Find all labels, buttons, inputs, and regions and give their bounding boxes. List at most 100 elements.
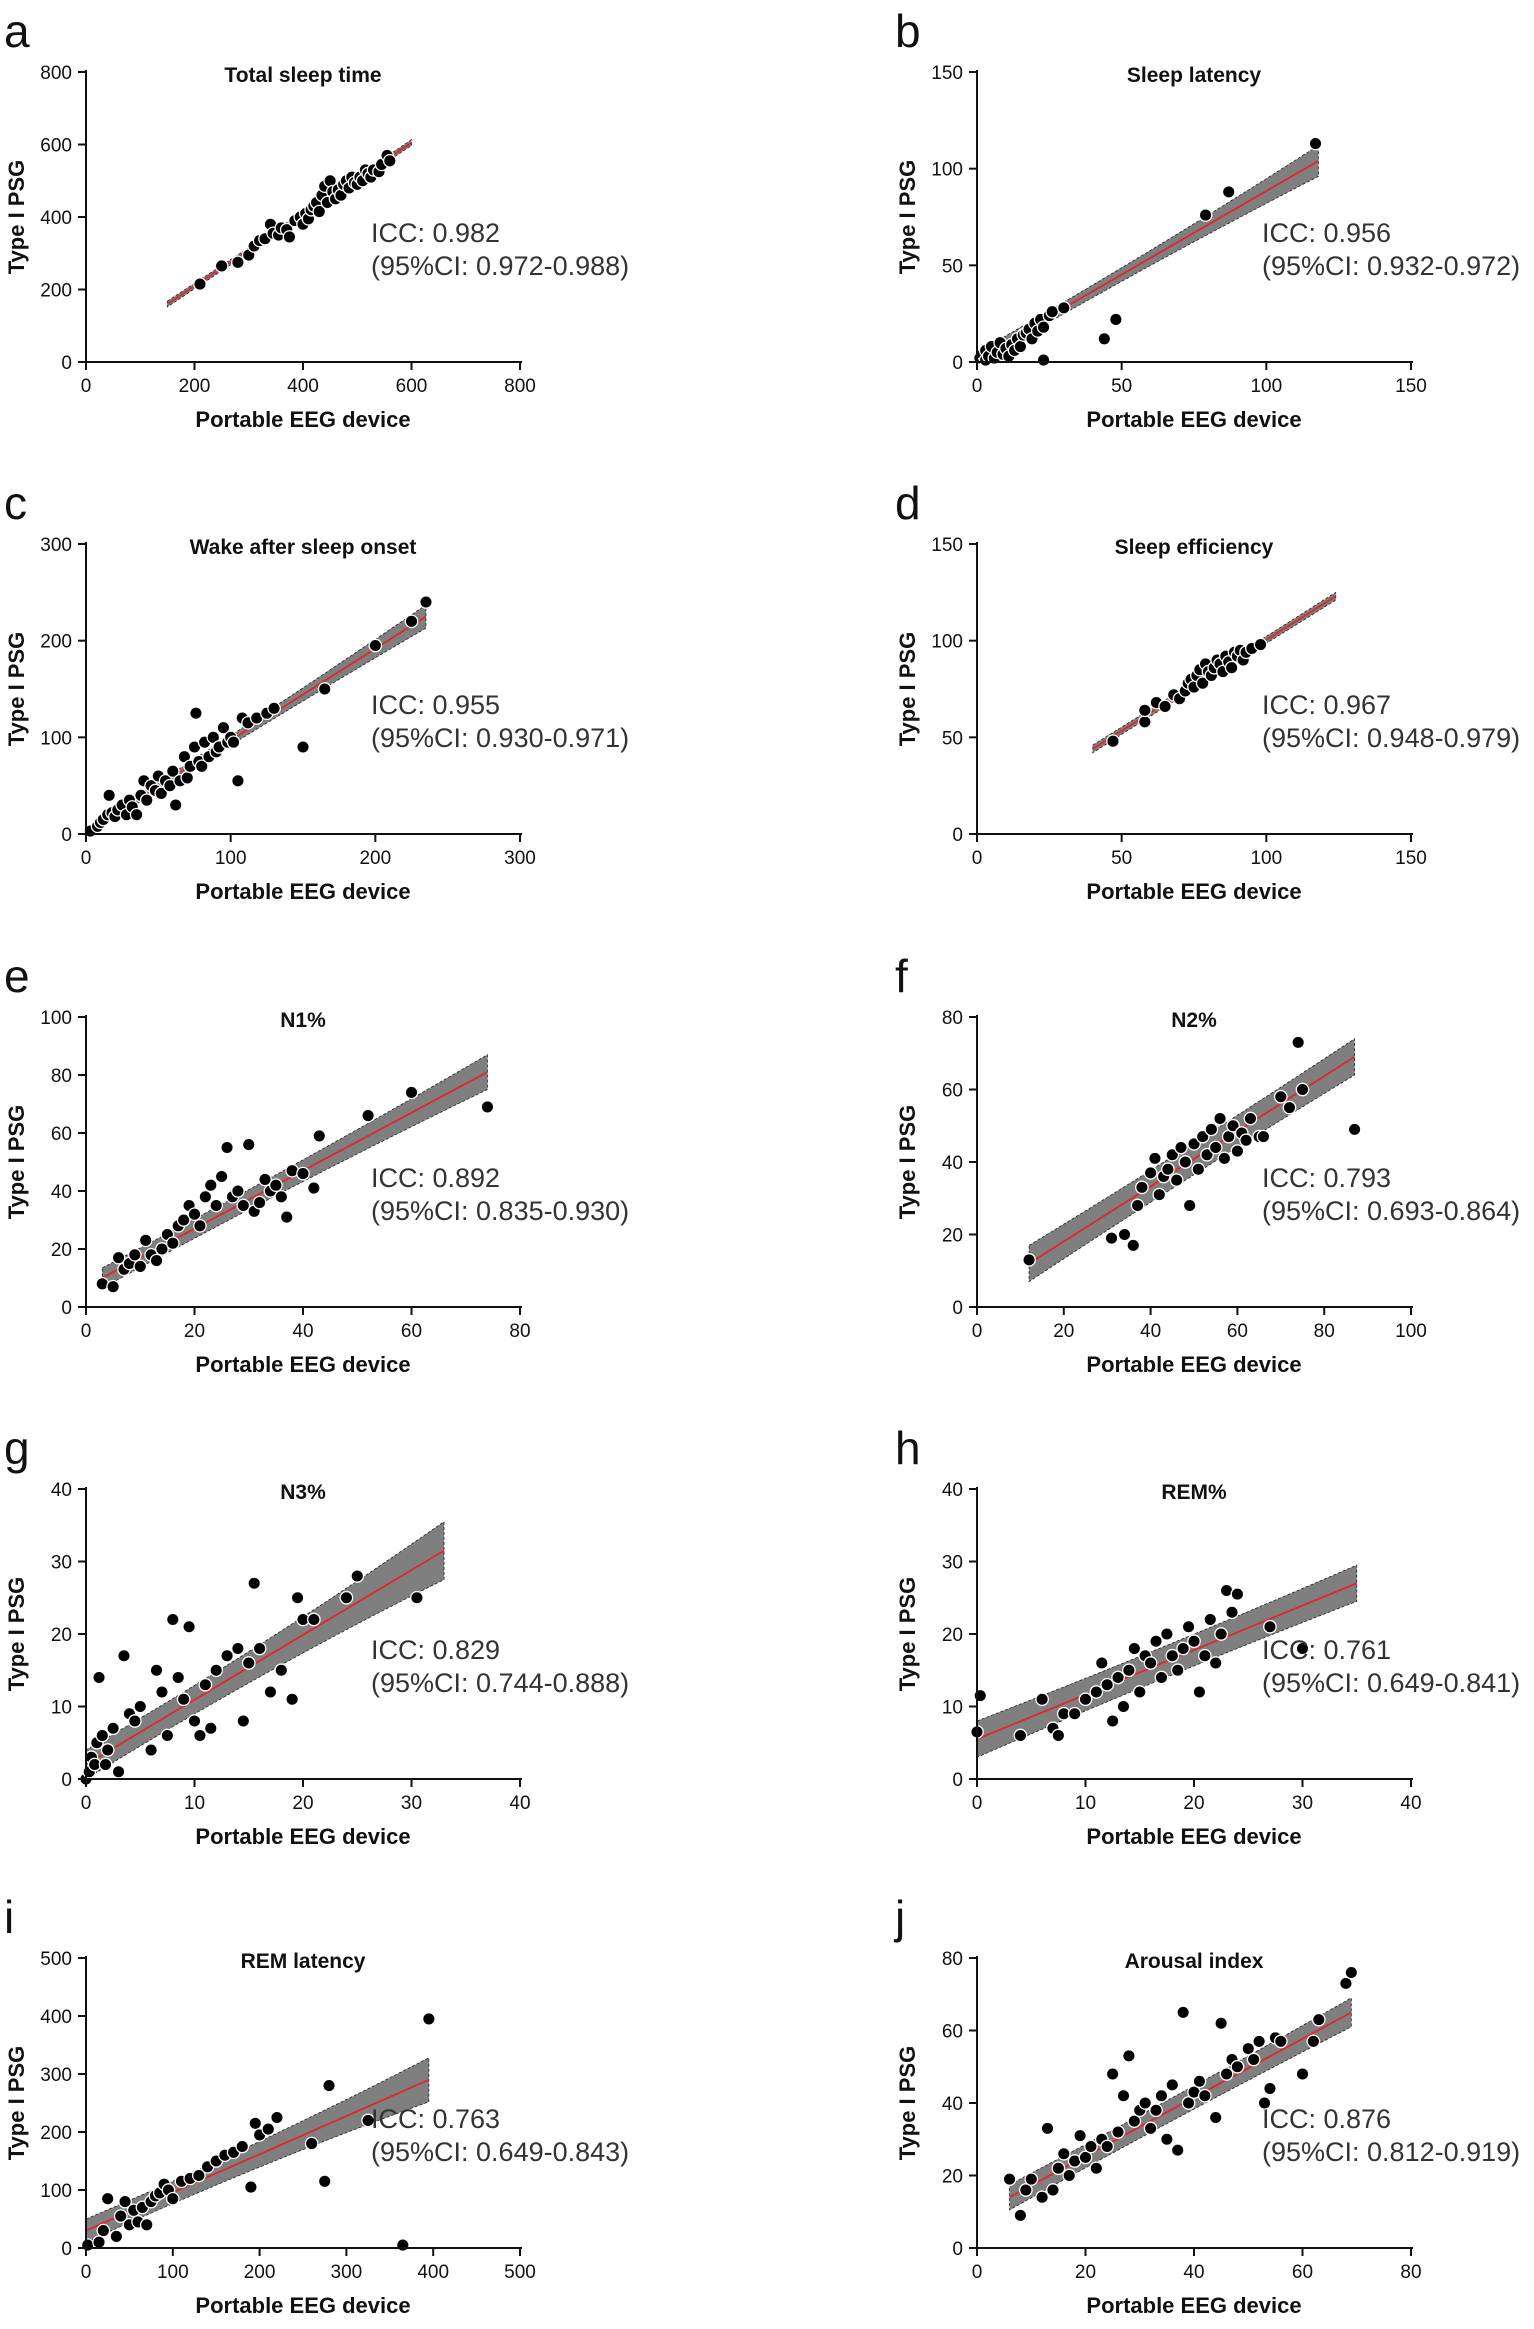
data-point <box>1263 1619 1277 1634</box>
y-tick-label: 10 <box>51 1698 72 1719</box>
data-point <box>252 1195 267 1210</box>
y-axis-title: Type I PSG <box>895 632 920 747</box>
x-axis-title: Portable EEG device <box>1086 407 1301 432</box>
y-tick-label: 0 <box>952 1298 963 1319</box>
data-point <box>252 1641 267 1656</box>
x-tick-label: 150 <box>1395 848 1427 869</box>
y-axis-title: Type I PSG <box>4 160 29 275</box>
x-tick-label: 40 <box>1400 1793 1421 1814</box>
data-point <box>1143 1656 1158 1670</box>
data-point <box>1253 637 1268 652</box>
panel-letter: b <box>895 5 921 57</box>
data-point <box>111 1250 126 1265</box>
data-point <box>1089 2161 1104 2176</box>
x-axis-title: Portable EEG device <box>1086 1824 1301 1849</box>
data-point <box>100 2191 115 2206</box>
data-point <box>106 1279 120 1294</box>
data-point <box>1062 2168 1077 2183</box>
data-point <box>226 735 241 750</box>
panel-letter: h <box>895 1422 921 1474</box>
data-point <box>1176 1641 1191 1656</box>
data-point <box>96 2223 111 2238</box>
data-point <box>1116 2088 1131 2103</box>
data-point <box>1104 1231 1119 1245</box>
data-point <box>1198 2088 1212 2103</box>
y-tick-label: 20 <box>51 1625 72 1646</box>
x-tick-label: 60 <box>1292 2262 1313 2283</box>
data-point <box>296 1166 310 1181</box>
data-point <box>1100 1677 1115 1692</box>
panel-title: N1% <box>280 1009 326 1032</box>
x-tick-label: 40 <box>509 1793 530 1814</box>
y-tick-label: 0 <box>61 1298 72 1319</box>
panel-e: e N1% 0 20 40 60 80 0 20 40 60 80 100 Portable EEG de… <box>4 950 629 1377</box>
data-point <box>1126 1238 1141 1253</box>
y-tick-label: 20 <box>942 1625 963 1646</box>
data-point <box>176 1692 191 1707</box>
icc-value: ICC: 0.982 <box>371 218 500 248</box>
data-point <box>247 1576 262 1591</box>
x-tick-label: 0 <box>972 1793 983 1814</box>
data-point <box>109 2229 124 2244</box>
data-point <box>241 1137 256 1152</box>
data-point <box>127 1714 142 1728</box>
x-tick-label: 0 <box>972 2262 983 2283</box>
data-point <box>269 1178 283 1193</box>
data-point <box>1195 676 1210 691</box>
data-point <box>1135 1180 1149 1195</box>
data-point <box>80 2238 95 2252</box>
x-tick-label: 400 <box>417 2262 449 2283</box>
data-point <box>92 2235 106 2250</box>
data-point <box>1154 2088 1169 2103</box>
data-point <box>231 773 245 788</box>
x-axis-title: Portable EEG device <box>195 407 410 432</box>
x-tick-label: 400 <box>287 376 319 397</box>
data-point <box>231 1184 245 1198</box>
data-point <box>220 1648 234 1663</box>
data-point <box>1204 1122 1219 1137</box>
data-point <box>1230 1587 1245 1601</box>
data-point <box>160 1728 175 1743</box>
data-point <box>1078 2150 1093 2165</box>
x-tick-label: 20 <box>1183 1793 1204 1814</box>
x-tick-label: 20 <box>292 1793 313 1814</box>
icc-confidence-interval: (95%CI: 0.930-0.971) <box>371 723 629 753</box>
data-point <box>182 1619 196 1634</box>
y-tick-label: 0 <box>952 353 963 374</box>
y-tick-label: 50 <box>942 256 963 277</box>
icc-confidence-interval: (95%CI: 0.812-0.919) <box>1262 2137 1520 2167</box>
data-point <box>1111 1670 1125 1685</box>
panel-letter: j <box>893 1891 905 1943</box>
panel-title: N3% <box>280 1481 326 1504</box>
data-point <box>422 2012 436 2026</box>
x-tick-label: 100 <box>215 848 247 869</box>
y-tick-label: 20 <box>51 1240 72 1261</box>
data-point <box>1208 1140 1223 1155</box>
data-point <box>203 1721 218 1736</box>
data-point <box>149 1663 164 1678</box>
panel-title: REM% <box>1161 1481 1227 1504</box>
x-tick-label: 40 <box>292 1321 313 1342</box>
y-tick-label: 40 <box>51 1480 72 1501</box>
data-point <box>1035 1692 1049 1707</box>
data-point <box>258 1172 272 1187</box>
icc-confidence-interval: (95%CI: 0.932-0.972) <box>1262 251 1520 281</box>
data-point <box>117 1648 131 1663</box>
data-point <box>1213 1111 1227 1126</box>
icc-confidence-interval: (95%CI: 0.649-0.841) <box>1262 1668 1520 1698</box>
data-point <box>1130 1198 1145 1213</box>
data-point <box>270 2110 284 2125</box>
data-point <box>216 720 231 735</box>
x-tick-label: 20 <box>1053 1321 1074 1342</box>
data-point <box>1160 1627 1174 1641</box>
data-point <box>1182 1198 1197 1213</box>
panel-title: Wake after sleep onset <box>190 536 417 559</box>
y-tick-label: 200 <box>40 632 72 653</box>
x-tick-label: 0 <box>81 1793 92 1814</box>
data-point <box>180 771 195 785</box>
data-point <box>1170 1663 1185 1678</box>
data-point <box>149 1253 164 1268</box>
data-point <box>1117 1227 1132 1242</box>
data-point <box>322 2078 336 2093</box>
